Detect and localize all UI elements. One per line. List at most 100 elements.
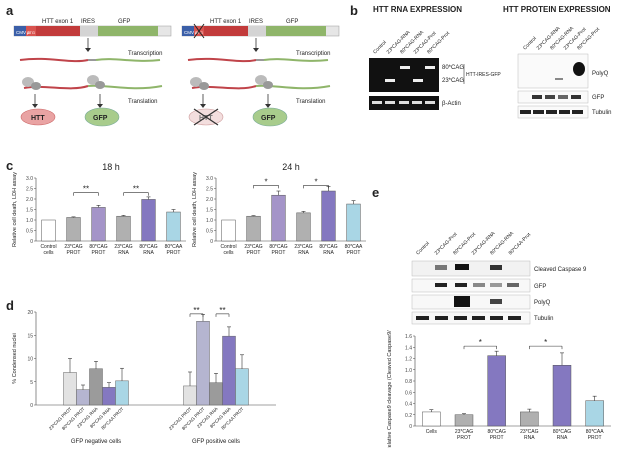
x-tick-label: PROT xyxy=(247,250,261,256)
bar xyxy=(209,382,223,406)
bar xyxy=(585,400,604,427)
bar xyxy=(487,355,506,427)
x-tick-label: 80*CAG xyxy=(487,429,505,435)
x-tick-label: PROT xyxy=(67,250,81,256)
e-polyq-blot xyxy=(411,294,531,310)
x-tick-label: 23*CAG xyxy=(114,244,132,250)
chart-caspase9: 0 0.2 0.4 0.6 0.8 1.0 1.2 1.4 1.6 Relative Caspas… xyxy=(387,330,611,448)
transcription-label: Transcription xyxy=(296,51,330,57)
ires-label: IRES xyxy=(249,19,263,25)
y-axis-label: Relative Caspase9 cleavage (Cleaved Casp… xyxy=(387,330,393,448)
bar xyxy=(552,365,572,427)
x-tick-label: RNA xyxy=(298,250,309,256)
y-tick-label: 1.2 xyxy=(405,357,412,363)
rna-lane-labels: Control23*CAG-RNA80*CAG-RNA23*CAG-Prot80… xyxy=(372,29,451,55)
band-80cag-label: 80*CAG xyxy=(442,65,464,71)
x-tick-label: PROT xyxy=(490,435,504,441)
bar xyxy=(63,372,77,406)
bar xyxy=(422,411,441,427)
y-tick-label: 3.0 xyxy=(206,176,213,182)
casp9-blot xyxy=(411,260,531,277)
panel-e-blots: Control 23*CAG-Prot80*CAG-Prot23*CAG-RNA8… xyxy=(411,230,587,325)
y-tick-label: 3.0 xyxy=(26,176,33,182)
panel-a-diagram: CMV p ATG HTT exon 1 IRES GFP Transcript… xyxy=(13,19,340,127)
polyq-label: PolyQ xyxy=(592,71,609,77)
bar xyxy=(66,217,81,242)
x-tick-label: 23*CAG xyxy=(294,244,312,250)
bar xyxy=(183,385,197,406)
y-tick-label: 0.6 xyxy=(405,390,412,396)
lane-label: Control xyxy=(372,40,388,56)
x-tick-label: PROT xyxy=(588,435,602,441)
bar xyxy=(41,219,56,242)
x-tick-label: 80*CAG xyxy=(89,244,107,250)
sig-marker: * xyxy=(544,338,547,347)
bar xyxy=(91,207,106,242)
construct-label: HTT-IRES-GFP xyxy=(466,72,501,78)
gfp-blot-label: GFP xyxy=(592,95,604,101)
x-tick-label: 80*CAG xyxy=(319,244,337,250)
chart-title: 18 h xyxy=(102,162,120,172)
bar xyxy=(141,199,156,242)
x-tick-label: RNA xyxy=(323,250,334,256)
y-tick-label: 2.0 xyxy=(26,197,33,203)
x-tick-label: PROT xyxy=(457,435,471,441)
translation-label: Translation xyxy=(128,99,157,105)
x-tick-label: PROT xyxy=(272,250,286,256)
y-tick-label: 0.2 xyxy=(405,413,412,419)
y-tick-label: 0 xyxy=(30,239,33,245)
x-tick-label: PROT xyxy=(92,250,106,256)
y-tick-label: 1.4 xyxy=(405,345,412,351)
sig-marker: * xyxy=(314,177,317,186)
x-tick-label: 80*CAA xyxy=(165,244,183,250)
y-tick-label: 5 xyxy=(30,380,33,386)
transcription-label: Transcription xyxy=(128,51,162,57)
y-tick-label: 1.5 xyxy=(206,208,213,214)
x-tick-label: PROT xyxy=(347,250,361,256)
bar xyxy=(116,215,131,242)
panel-b-blots: HTT RNA EXPRESSION HTT PROTEIN EXPRESSIO… xyxy=(369,5,611,119)
x-tick-label: Control xyxy=(220,244,236,250)
x-tick-label: 23*CAG xyxy=(520,429,538,435)
gfp-label: GFP xyxy=(286,19,298,25)
x-tick-label: RNA xyxy=(118,250,129,256)
x-tick-label: 23*CAG xyxy=(244,244,262,250)
panel-letter-e: e xyxy=(372,185,380,200)
y-tick-label: 0 xyxy=(30,403,33,409)
sig-marker: * xyxy=(479,338,482,347)
band-23cag-label: 23*CAG xyxy=(442,78,464,84)
x-tick-label: 23*CAG xyxy=(64,244,82,250)
rna-expression-title: HTT RNA EXPRESSION xyxy=(373,5,462,14)
x-tick-label: PROT xyxy=(167,250,181,256)
x-tick-label: 80*CAG xyxy=(139,244,157,250)
panel-letter-c: c xyxy=(6,158,14,173)
cleaved-casp9-label: Cleaved Caspase 9 xyxy=(534,267,587,273)
x-tick-label: 80*CAG xyxy=(553,429,571,435)
y-tick-label: 2.0 xyxy=(206,197,213,203)
group-label: GFP positive cells xyxy=(192,439,240,445)
sig-marker: ** xyxy=(219,306,225,315)
y-tick-label: 1.0 xyxy=(405,368,412,374)
bar xyxy=(235,368,249,406)
y-tick-label: 0 xyxy=(210,239,213,245)
cmv-label: CMV p xyxy=(184,30,198,35)
y-tick-label: 2.5 xyxy=(206,187,213,193)
sig-marker: ** xyxy=(83,185,89,194)
bar xyxy=(520,411,539,427)
chart-18h: 18 h 0 0.5 1.0 1.5 2.0 2.5 3.0 Relative cell dea… xyxy=(12,162,186,256)
panel-letter-d: d xyxy=(6,298,14,313)
sig-marker: ** xyxy=(193,306,199,315)
y-tick-label: 0.4 xyxy=(405,402,412,408)
tubulin-label: Tubulin xyxy=(592,110,611,116)
y-tick-label: 0.5 xyxy=(26,229,33,235)
bar xyxy=(76,389,90,406)
y-tick-label: 1.5 xyxy=(26,208,33,214)
e-gfp-blot xyxy=(411,278,531,293)
x-tick-label: cells xyxy=(43,250,54,256)
bar xyxy=(115,380,129,406)
x-tick-label: 23*CAG xyxy=(455,429,473,435)
y-tick-label: 0.8 xyxy=(405,379,412,385)
panel-letter-a: a xyxy=(6,3,14,18)
htt-protein-label: HTT xyxy=(199,115,213,122)
